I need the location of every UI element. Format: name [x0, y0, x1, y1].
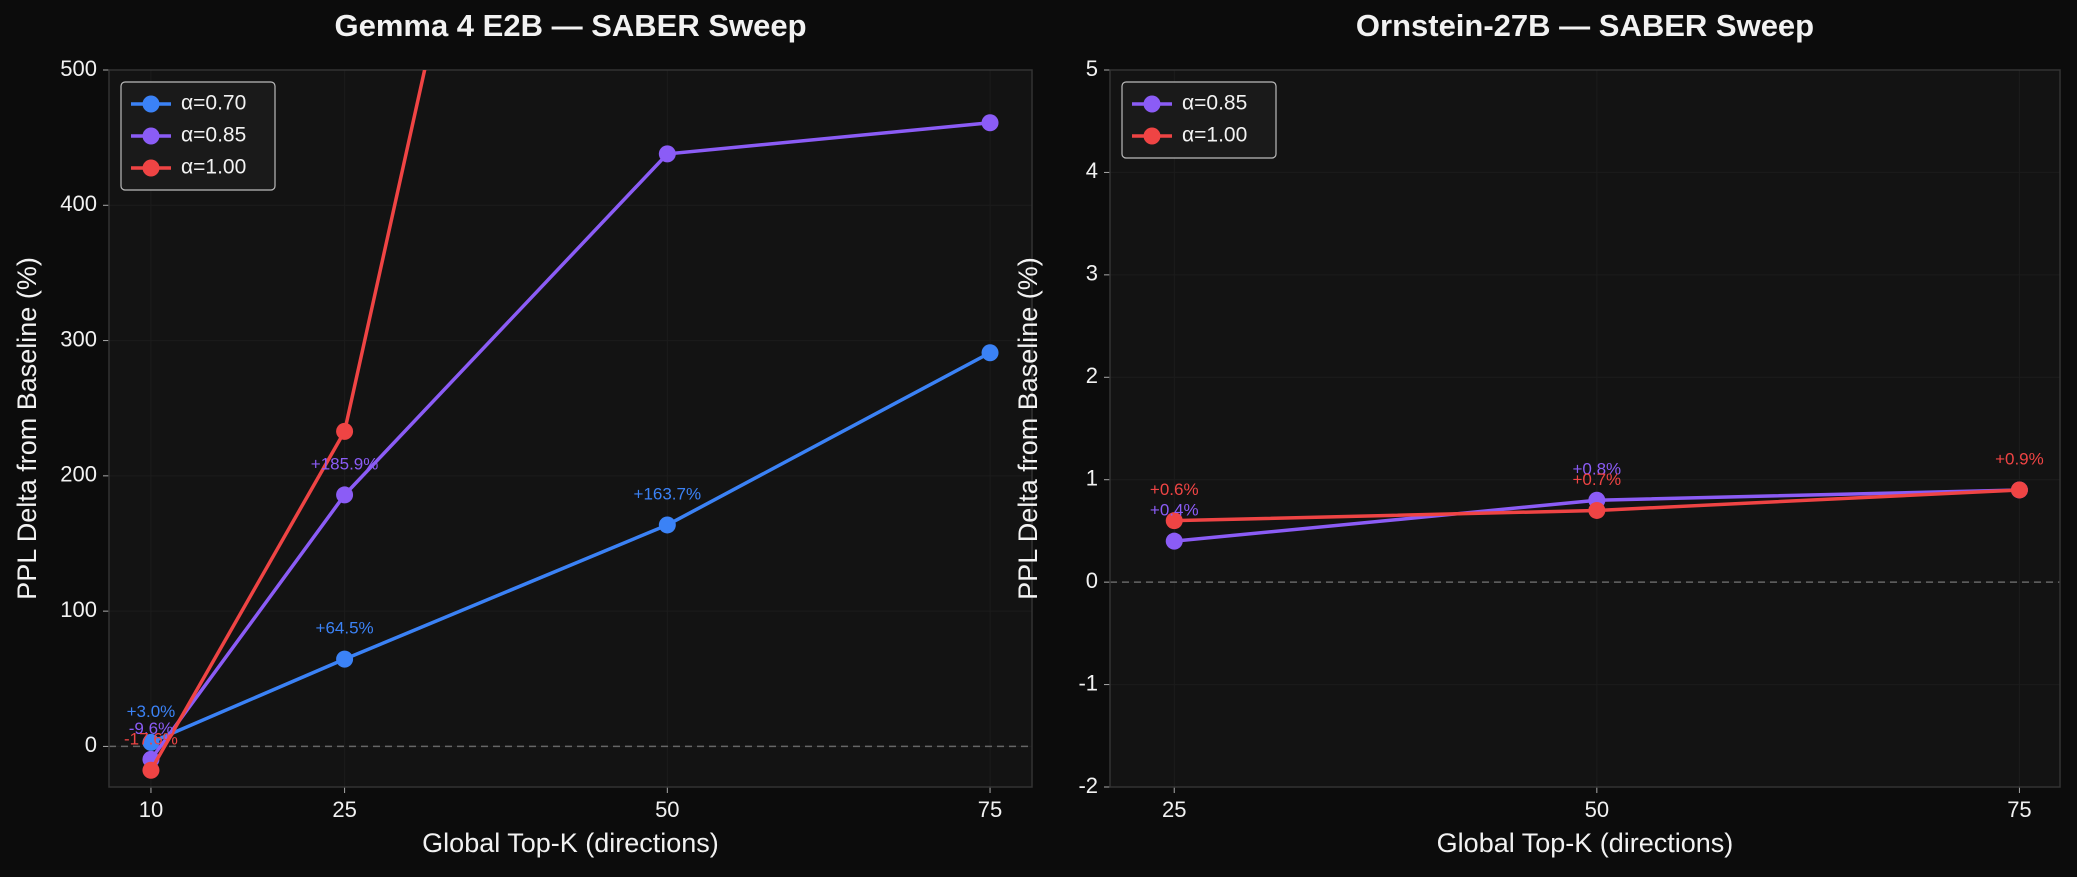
data-label: +185.9%	[311, 454, 379, 473]
data-label: -17.6%	[124, 730, 178, 749]
y-tick-label: 300	[60, 326, 97, 351]
legend-label: α=1.00	[181, 156, 246, 179]
y-tick-label: 500	[60, 56, 97, 81]
x-tick-label: 10	[139, 797, 163, 822]
data-point	[658, 516, 676, 534]
legend-box	[1121, 81, 1277, 159]
legend-marker	[142, 95, 160, 113]
x-tick-label: 50	[655, 797, 679, 822]
y-tick-label: 400	[60, 191, 97, 216]
data-label: +64.5%	[316, 619, 374, 638]
y-tick-label: 1	[1086, 466, 1098, 491]
legend-box	[120, 81, 276, 191]
plot: 0 100 200 300 400 500 10 25 50 75 +3.0% +64.5% +163.…	[12, 8, 1033, 858]
legend-label: α=0.85	[1182, 92, 1247, 115]
legend-label: α=0.85	[181, 124, 246, 147]
data-point	[1165, 512, 1183, 530]
data-point	[1165, 532, 1183, 550]
data-point	[336, 650, 354, 668]
series-layer	[1165, 481, 2028, 550]
data-point	[2010, 481, 2028, 499]
plot-background	[1110, 70, 2060, 787]
data-label: +3.0%	[127, 702, 176, 721]
plot: -2 -1 0 1 2 3 4 5 25 50 75 +0.4% +0.8% +0.6% +0.7% +0.9…	[1013, 8, 2061, 858]
data-point	[1588, 501, 1606, 519]
data-label: -9.6%	[129, 719, 173, 738]
series-line	[149, 121, 991, 761]
legend-marker	[142, 159, 160, 177]
y-tick-label: 4	[1086, 158, 1098, 183]
data-point	[336, 486, 354, 504]
data-label: +0.7%	[1572, 470, 1621, 489]
legend: α=0.85 α=1.00	[1121, 81, 1277, 159]
legend: α=0.70 α=0.85 α=1.00	[120, 81, 276, 191]
chart-title: Ornstein-27B — SABER Sweep	[1356, 8, 1814, 43]
data-point	[658, 145, 676, 163]
y-tick-label: -1	[1078, 670, 1098, 695]
legend-label: α=0.70	[181, 92, 246, 115]
x-tick-label: 25	[1162, 797, 1186, 822]
y-tick-label: -2	[1078, 773, 1098, 798]
legend-marker	[1143, 127, 1161, 145]
plot-frame	[108, 69, 1033, 788]
y-tick-label: 2	[1086, 363, 1098, 388]
x-tick-label: 25	[332, 797, 356, 822]
data-point	[336, 422, 354, 440]
data-point	[981, 114, 999, 132]
data-point	[142, 761, 160, 779]
y-tick-label: 0	[85, 732, 97, 757]
y-tick-label: 200	[60, 462, 97, 487]
y-tick-label: 100	[60, 597, 97, 622]
data-point	[981, 344, 999, 362]
y-tick-label: 0	[1086, 568, 1098, 593]
y-tick-label: 5	[1086, 56, 1098, 81]
y-axis-label: PPL Delta from Baseline (%)	[12, 257, 42, 600]
legend-marker	[1143, 95, 1161, 113]
chart-title: Gemma 4 E2B — SABER Sweep	[334, 8, 806, 43]
data-label: +0.8%	[1572, 460, 1621, 479]
data-label: +0.6%	[1150, 480, 1199, 499]
x-tick-label: 75	[978, 797, 1002, 822]
y-axis-label: PPL Delta from Baseline (%)	[1013, 257, 1043, 600]
legend-label: α=1.00	[1182, 124, 1247, 147]
x-axis-label: Global Top-K (directions)	[1437, 828, 1734, 858]
series-layer	[142, 70, 999, 779]
x-tick-label: 75	[2007, 797, 2031, 822]
data-label: +0.4%	[1150, 501, 1199, 520]
data-point	[142, 733, 160, 751]
plot-frame	[1109, 69, 2061, 788]
data-label: +0.9%	[1995, 449, 2044, 468]
data-label: +163.7%	[634, 484, 702, 503]
legend-marker	[142, 127, 160, 145]
x-axis-label: Global Top-K (directions)	[422, 828, 719, 858]
y-tick-label: 3	[1086, 261, 1098, 286]
x-tick-label: 50	[1585, 797, 1609, 822]
series-line	[150, 351, 991, 744]
